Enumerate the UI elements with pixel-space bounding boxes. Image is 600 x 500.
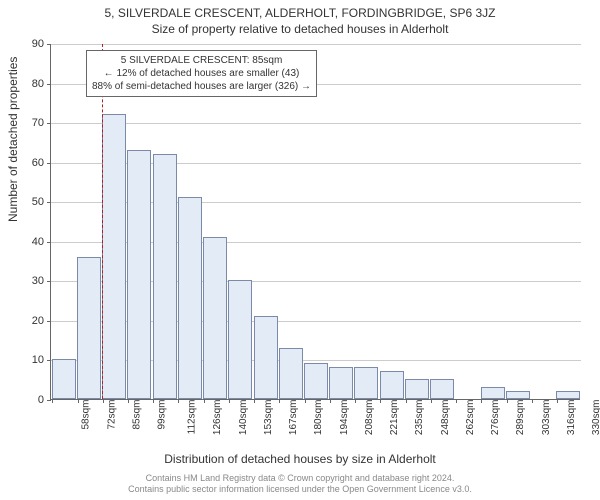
- xtick-label: 262sqm: [465, 400, 476, 436]
- xtick-label: 276sqm: [490, 400, 501, 436]
- xtick-mark: [254, 399, 255, 403]
- histogram-bar: [430, 379, 454, 399]
- histogram-bar: [304, 363, 328, 399]
- footer-attribution: Contains HM Land Registry data © Crown c…: [0, 473, 600, 496]
- ytick-label: 10: [14, 354, 44, 366]
- ytick-mark: [47, 400, 51, 401]
- histogram-bar: [254, 316, 278, 399]
- xtick-mark: [507, 399, 508, 403]
- xtick-label: 221sqm: [389, 400, 400, 436]
- xtick-label: 126sqm: [213, 400, 224, 436]
- xtick-mark: [153, 399, 154, 403]
- ytick-mark: [47, 163, 51, 164]
- histogram-bar: [279, 348, 303, 399]
- histogram-bar: [556, 391, 580, 399]
- xtick-mark: [279, 399, 280, 403]
- ytick-label: 90: [14, 38, 44, 50]
- histogram-bar: [354, 367, 378, 399]
- ytick-label: 0: [14, 394, 44, 406]
- annotation-line2: ← 12% of detached houses are smaller (43…: [92, 67, 311, 80]
- histogram-bar: [153, 154, 177, 399]
- xtick-label: 140sqm: [238, 400, 249, 436]
- xtick-label: 167sqm: [288, 400, 299, 436]
- xtick-label: 99sqm: [156, 400, 167, 430]
- xtick-mark: [481, 399, 482, 403]
- xtick-mark: [305, 399, 306, 403]
- ytick-mark: [47, 360, 51, 361]
- annotation-box: 5 SILVERDALE CRESCENT: 85sqm ← 12% of de…: [86, 50, 317, 97]
- histogram-bar: [102, 114, 126, 399]
- xtick-mark: [431, 399, 432, 403]
- ytick-label: 30: [14, 275, 44, 287]
- annotation-line1: 5 SILVERDALE CRESCENT: 85sqm: [92, 54, 311, 67]
- xtick-label: 58sqm: [81, 400, 92, 430]
- histogram-bar: [228, 280, 252, 399]
- histogram-chart: 58sqm72sqm85sqm99sqm112sqm126sqm140sqm15…: [50, 44, 580, 400]
- gridline: [51, 44, 581, 45]
- xtick-mark: [78, 399, 79, 403]
- xtick-mark: [52, 399, 53, 403]
- xtick-mark: [204, 399, 205, 403]
- xtick-mark: [557, 399, 558, 403]
- xtick-mark: [355, 399, 356, 403]
- xtick-mark: [380, 399, 381, 403]
- ytick-label: 40: [14, 236, 44, 248]
- ytick-label: 70: [14, 117, 44, 129]
- xtick-label: 85sqm: [131, 400, 142, 430]
- footer-line1: Contains HM Land Registry data © Crown c…: [0, 473, 600, 485]
- xtick-label: 72sqm: [106, 400, 117, 430]
- ytick-mark: [47, 321, 51, 322]
- xtick-mark: [330, 399, 331, 403]
- xtick-mark: [532, 399, 533, 403]
- x-axis-label: Distribution of detached houses by size …: [0, 452, 600, 466]
- ytick-mark: [47, 281, 51, 282]
- xtick-mark: [406, 399, 407, 403]
- xtick-mark: [456, 399, 457, 403]
- xtick-mark: [178, 399, 179, 403]
- xtick-label: 235sqm: [414, 400, 425, 436]
- histogram-bar: [405, 379, 429, 399]
- xtick-label: 208sqm: [364, 400, 375, 436]
- ytick-label: 20: [14, 315, 44, 327]
- footer-line2: Contains public sector information licen…: [0, 484, 600, 496]
- annotation-line3: 88% of semi-detached houses are larger (…: [92, 80, 311, 93]
- histogram-bar: [329, 367, 353, 399]
- plot-area: 58sqm72sqm85sqm99sqm112sqm126sqm140sqm15…: [50, 44, 580, 400]
- xtick-label: 248sqm: [440, 400, 451, 436]
- ytick-mark: [47, 44, 51, 45]
- xtick-mark: [103, 399, 104, 403]
- xtick-label: 194sqm: [339, 400, 350, 436]
- xtick-label: 330sqm: [591, 400, 600, 436]
- ytick-mark: [47, 242, 51, 243]
- histogram-bar: [178, 197, 202, 399]
- ytick-mark: [47, 202, 51, 203]
- ytick-label: 60: [14, 157, 44, 169]
- histogram-bar: [506, 391, 530, 399]
- xtick-label: 289sqm: [515, 400, 526, 436]
- ytick-label: 50: [14, 196, 44, 208]
- ytick-label: 80: [14, 78, 44, 90]
- xtick-label: 153sqm: [263, 400, 274, 436]
- histogram-bar: [203, 237, 227, 399]
- marker-vline: [102, 44, 103, 399]
- xtick-label: 180sqm: [313, 400, 324, 436]
- ytick-mark: [47, 84, 51, 85]
- gridline: [51, 123, 581, 124]
- page-subtitle: Size of property relative to detached ho…: [0, 20, 600, 36]
- histogram-bar: [481, 387, 505, 399]
- histogram-bar: [380, 371, 404, 399]
- histogram-bar: [52, 359, 76, 399]
- xtick-mark: [128, 399, 129, 403]
- xtick-mark: [229, 399, 230, 403]
- xtick-label: 112sqm: [187, 400, 198, 435]
- ytick-mark: [47, 123, 51, 124]
- histogram-bar: [77, 257, 101, 399]
- xtick-label: 316sqm: [566, 400, 577, 436]
- histogram-bar: [127, 150, 151, 399]
- page-title: 5, SILVERDALE CRESCENT, ALDERHOLT, FORDI…: [0, 0, 600, 20]
- xtick-label: 303sqm: [541, 400, 552, 436]
